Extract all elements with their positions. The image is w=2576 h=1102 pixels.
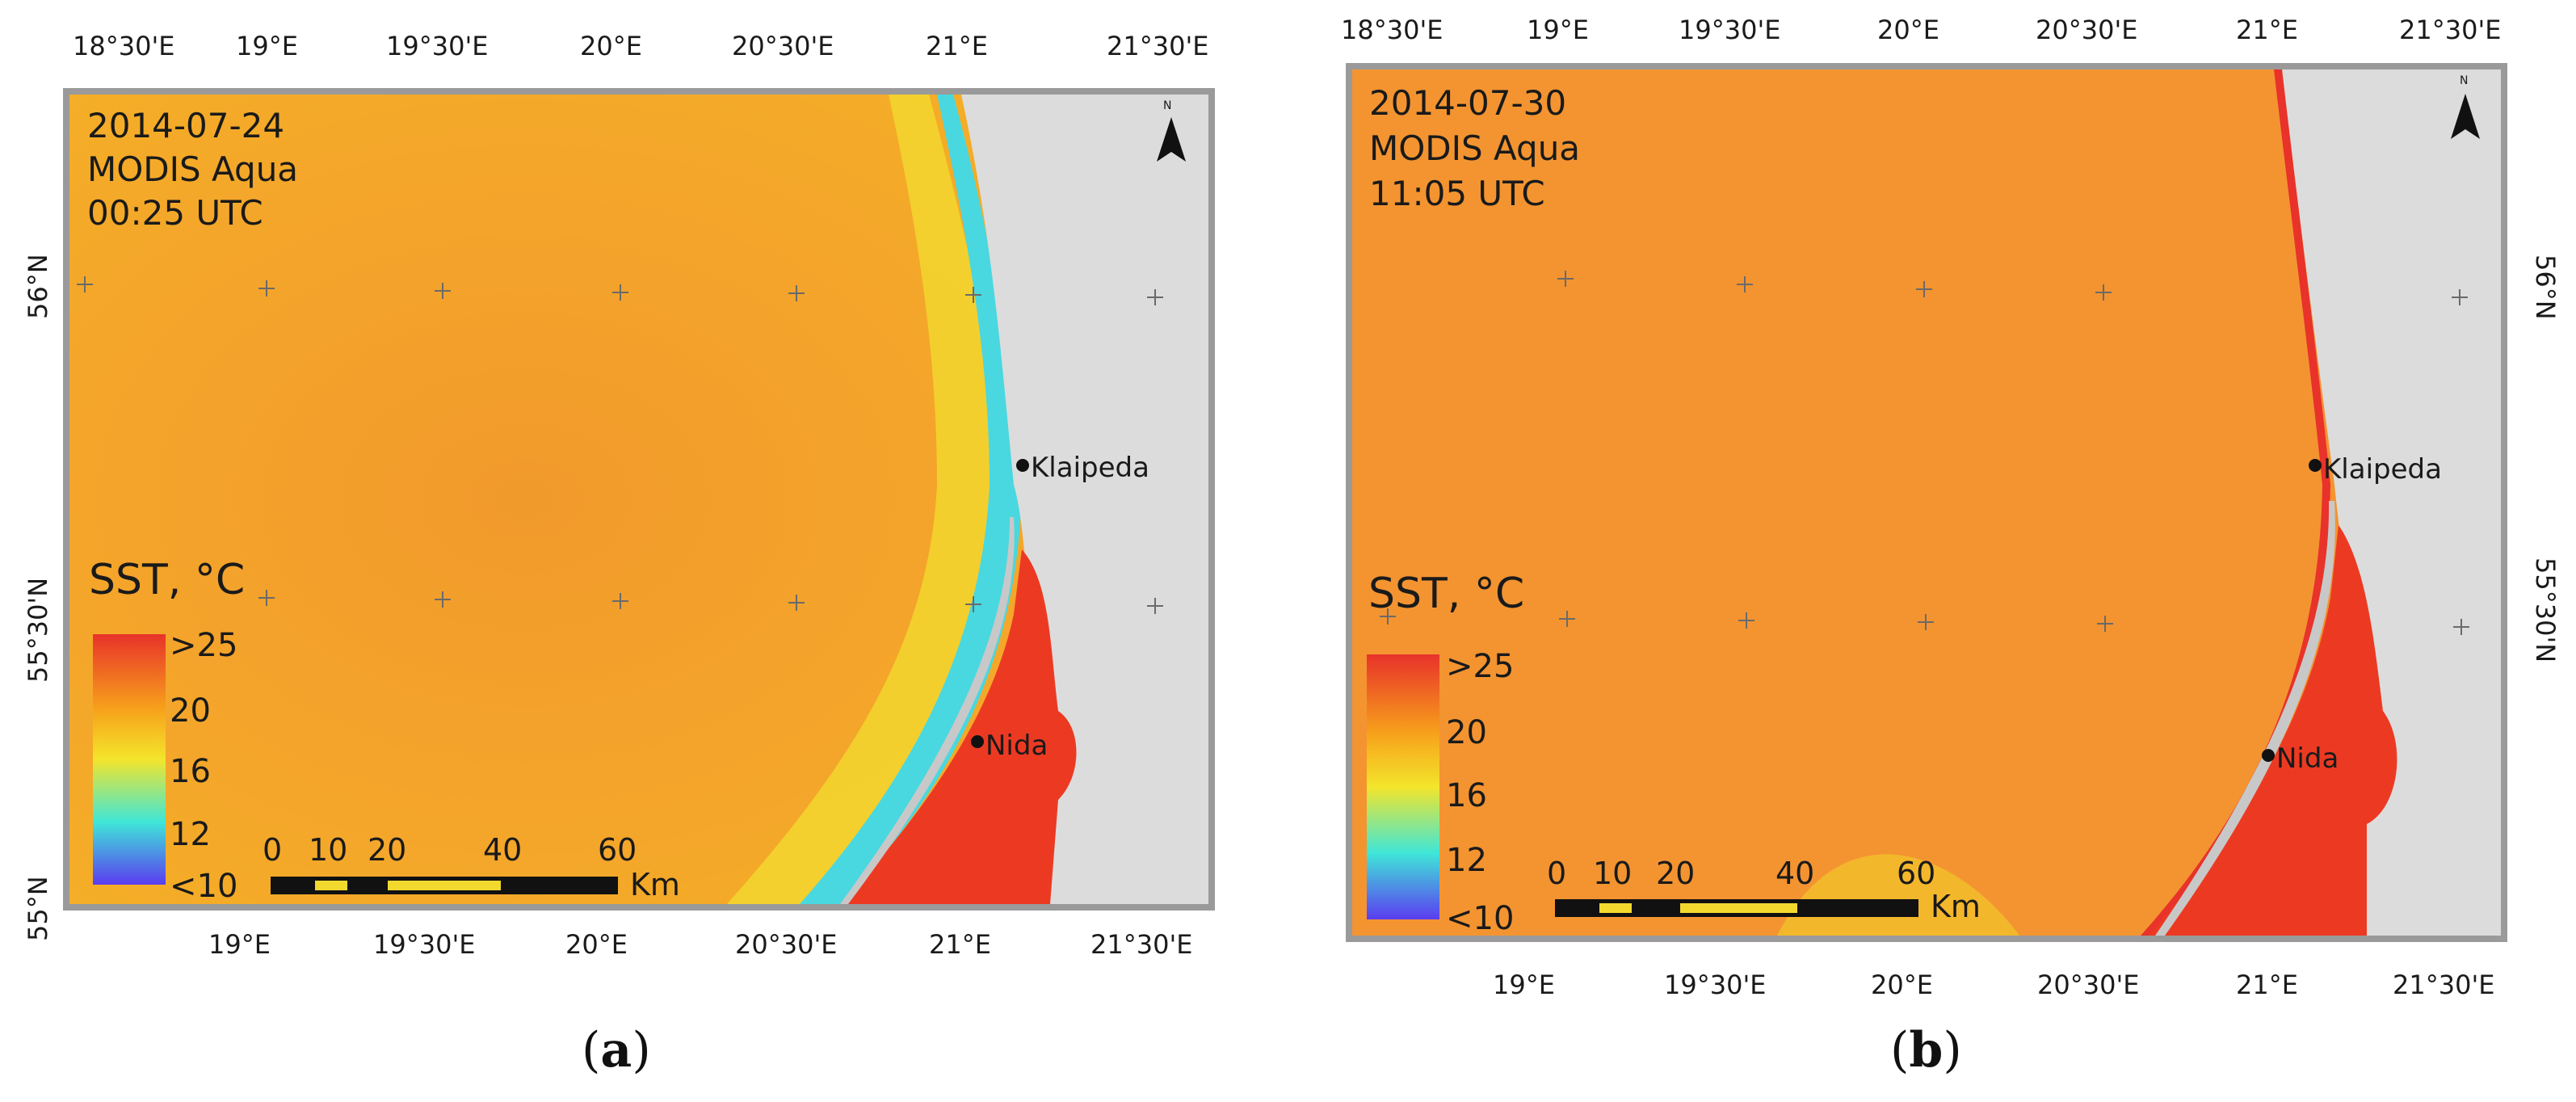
scale-bar: 0 10 20 40 60 Km <box>1547 856 1981 924</box>
svg-text:0: 0 <box>1547 856 1566 891</box>
graticule <box>77 276 1163 614</box>
svg-text:40: 40 <box>483 832 522 868</box>
lat-label-left: 55°30'N <box>23 578 53 683</box>
north-arrow-icon: N <box>1157 99 1186 162</box>
legend-label: >25 <box>170 627 237 664</box>
lon-label-bottom: 19°E <box>208 929 271 960</box>
legend-label: <10 <box>1446 900 1514 937</box>
sensor-name: MODIS Aqua <box>1369 128 1580 168</box>
lon-label-top: 21°E <box>2236 15 2298 45</box>
lon-label-bottom: 19°E <box>1493 970 1555 1000</box>
legend-label: 12 <box>170 816 211 853</box>
land-area <box>961 95 1208 904</box>
legend-label: 20 <box>1446 714 1487 751</box>
legend-label: >25 <box>1446 648 1514 685</box>
map-panel-a: 18°30'E 19°E 19°30'E 20°E 20°30'E 21°E 2… <box>23 31 1215 960</box>
svg-text:N: N <box>2460 74 2468 87</box>
lon-label-top: 19°30'E <box>1679 15 1780 45</box>
sensor-name: MODIS Aqua <box>87 149 298 189</box>
city-label-klaipeda: Klaipeda <box>2323 453 2442 486</box>
svg-text:0: 0 <box>263 832 282 868</box>
svg-text:Km: Km <box>630 867 680 902</box>
lon-label-top: 20°E <box>1877 15 1939 45</box>
svg-text:20: 20 <box>368 832 406 868</box>
lat-label-left: 56°N <box>23 254 53 319</box>
legend-label: 12 <box>1446 842 1487 879</box>
lon-label-top: 18°30'E <box>73 31 174 61</box>
legend-label: <10 <box>170 868 237 905</box>
city-label-nida: Nida <box>2276 742 2339 775</box>
lon-label-bottom: 19°30'E <box>1664 970 1766 1000</box>
lon-label-top: 20°E <box>580 31 642 61</box>
lon-label-top: 18°30'E <box>1341 15 1443 45</box>
lon-label-top: 21°30'E <box>2399 15 2501 45</box>
lat-label-right: 55°30'N <box>2530 557 2561 662</box>
city-dot-nida <box>971 735 984 748</box>
north-arrow-icon: N <box>2451 74 2480 139</box>
city-dot-klaipeda <box>1016 459 1029 472</box>
lon-label-top: 19°30'E <box>386 31 488 61</box>
svg-text:N: N <box>1163 99 1171 112</box>
legend-colorbar <box>1367 654 1439 919</box>
lon-label-bottom: 21°30'E <box>1090 929 1192 960</box>
city-label-nida: Nida <box>985 730 1048 762</box>
lon-label-top: 19°E <box>1527 15 1589 45</box>
scale-bar: 0 10 20 40 60 Km <box>263 832 680 902</box>
legend-colorbar <box>93 634 166 885</box>
curonian-lagoon <box>840 549 1077 904</box>
lon-label-bottom: 20°E <box>565 929 628 960</box>
map-panel-b: 18°30'E 19°E 19°30'E 20°E 20°30'E 21°E 2… <box>1341 15 2561 1000</box>
lat-label-right: 56°N <box>2530 254 2561 320</box>
lon-label-bottom: 19°30'E <box>373 929 475 960</box>
lon-label-top: 21°E <box>926 31 988 61</box>
lon-label-top: 21°30'E <box>1107 31 1208 61</box>
lon-label-bottom: 20°E <box>1871 970 1933 1000</box>
legend-label: 16 <box>170 753 211 790</box>
legend-label: 16 <box>1446 777 1487 814</box>
lon-label-top: 20°30'E <box>732 31 834 61</box>
lon-label-bottom: 20°30'E <box>735 929 837 960</box>
image-date: 2014-07-30 <box>1369 83 1566 123</box>
legend-title: SST, °C <box>1368 570 1524 618</box>
lon-label-bottom: 20°30'E <box>2037 970 2139 1000</box>
city-dot-nida <box>2262 749 2275 762</box>
city-label-klaipeda: Klaipeda <box>1031 452 1149 484</box>
graticule <box>1380 271 2469 635</box>
svg-text:10: 10 <box>309 832 347 868</box>
svg-text:60: 60 <box>1897 856 1935 891</box>
panel-b: 18°30'E 19°E 19°30'E 20°E 20°30'E 21°E 2… <box>1292 0 2576 1098</box>
legend-title: SST, °C <box>89 556 245 604</box>
lon-label-bottom: 21°E <box>929 929 991 960</box>
svg-text:40: 40 <box>1775 856 1814 891</box>
caption-a: (a) <box>582 1022 651 1079</box>
svg-text:10: 10 <box>1593 856 1632 891</box>
curonian-lagoon <box>2149 525 2397 936</box>
caption-b: (b) <box>1890 1022 1962 1079</box>
lat-label-left: 55°N <box>23 876 53 941</box>
svg-text:60: 60 <box>598 832 637 868</box>
acquisition-time: 00:25 UTC <box>87 193 263 233</box>
svg-text:Km: Km <box>1931 889 1981 924</box>
city-dot-klaipeda <box>2309 459 2322 472</box>
legend-label: 20 <box>170 692 211 730</box>
lon-label-top: 19°E <box>236 31 298 61</box>
acquisition-time: 11:05 UTC <box>1369 174 1545 213</box>
panel-a: 18°30'E 19°E 19°30'E 20°E 20°30'E 21°E 2… <box>0 0 1260 1098</box>
svg-text:20: 20 <box>1656 856 1695 891</box>
lon-label-bottom: 21°E <box>2236 970 2298 1000</box>
lon-label-top: 20°30'E <box>2036 15 2137 45</box>
image-date: 2014-07-24 <box>87 106 284 145</box>
land-area <box>2282 69 2501 936</box>
lon-label-bottom: 21°30'E <box>2393 970 2494 1000</box>
